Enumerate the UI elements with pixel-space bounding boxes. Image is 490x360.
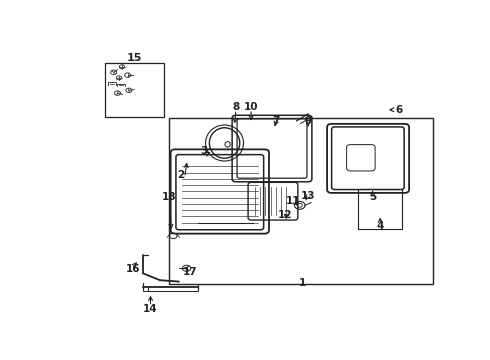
Text: 10: 10: [244, 102, 258, 112]
Text: 7: 7: [272, 116, 279, 126]
Text: 11: 11: [286, 196, 300, 206]
Text: 4: 4: [376, 221, 384, 231]
Text: 14: 14: [143, 304, 158, 314]
Text: 8: 8: [232, 102, 240, 112]
Text: 6: 6: [395, 105, 403, 115]
Text: 9: 9: [304, 116, 312, 126]
Text: 18: 18: [162, 192, 177, 202]
Text: 16: 16: [126, 264, 141, 274]
Text: 13: 13: [301, 191, 316, 201]
Text: 15: 15: [126, 53, 142, 63]
Text: 17: 17: [183, 267, 197, 277]
Text: 3: 3: [200, 146, 207, 156]
Text: 5: 5: [369, 192, 376, 202]
Text: 12: 12: [278, 210, 293, 220]
Bar: [105, 63, 164, 117]
Bar: [170, 118, 434, 284]
Text: 1: 1: [299, 278, 306, 288]
Text: 2: 2: [177, 170, 185, 180]
Bar: [358, 189, 402, 229]
